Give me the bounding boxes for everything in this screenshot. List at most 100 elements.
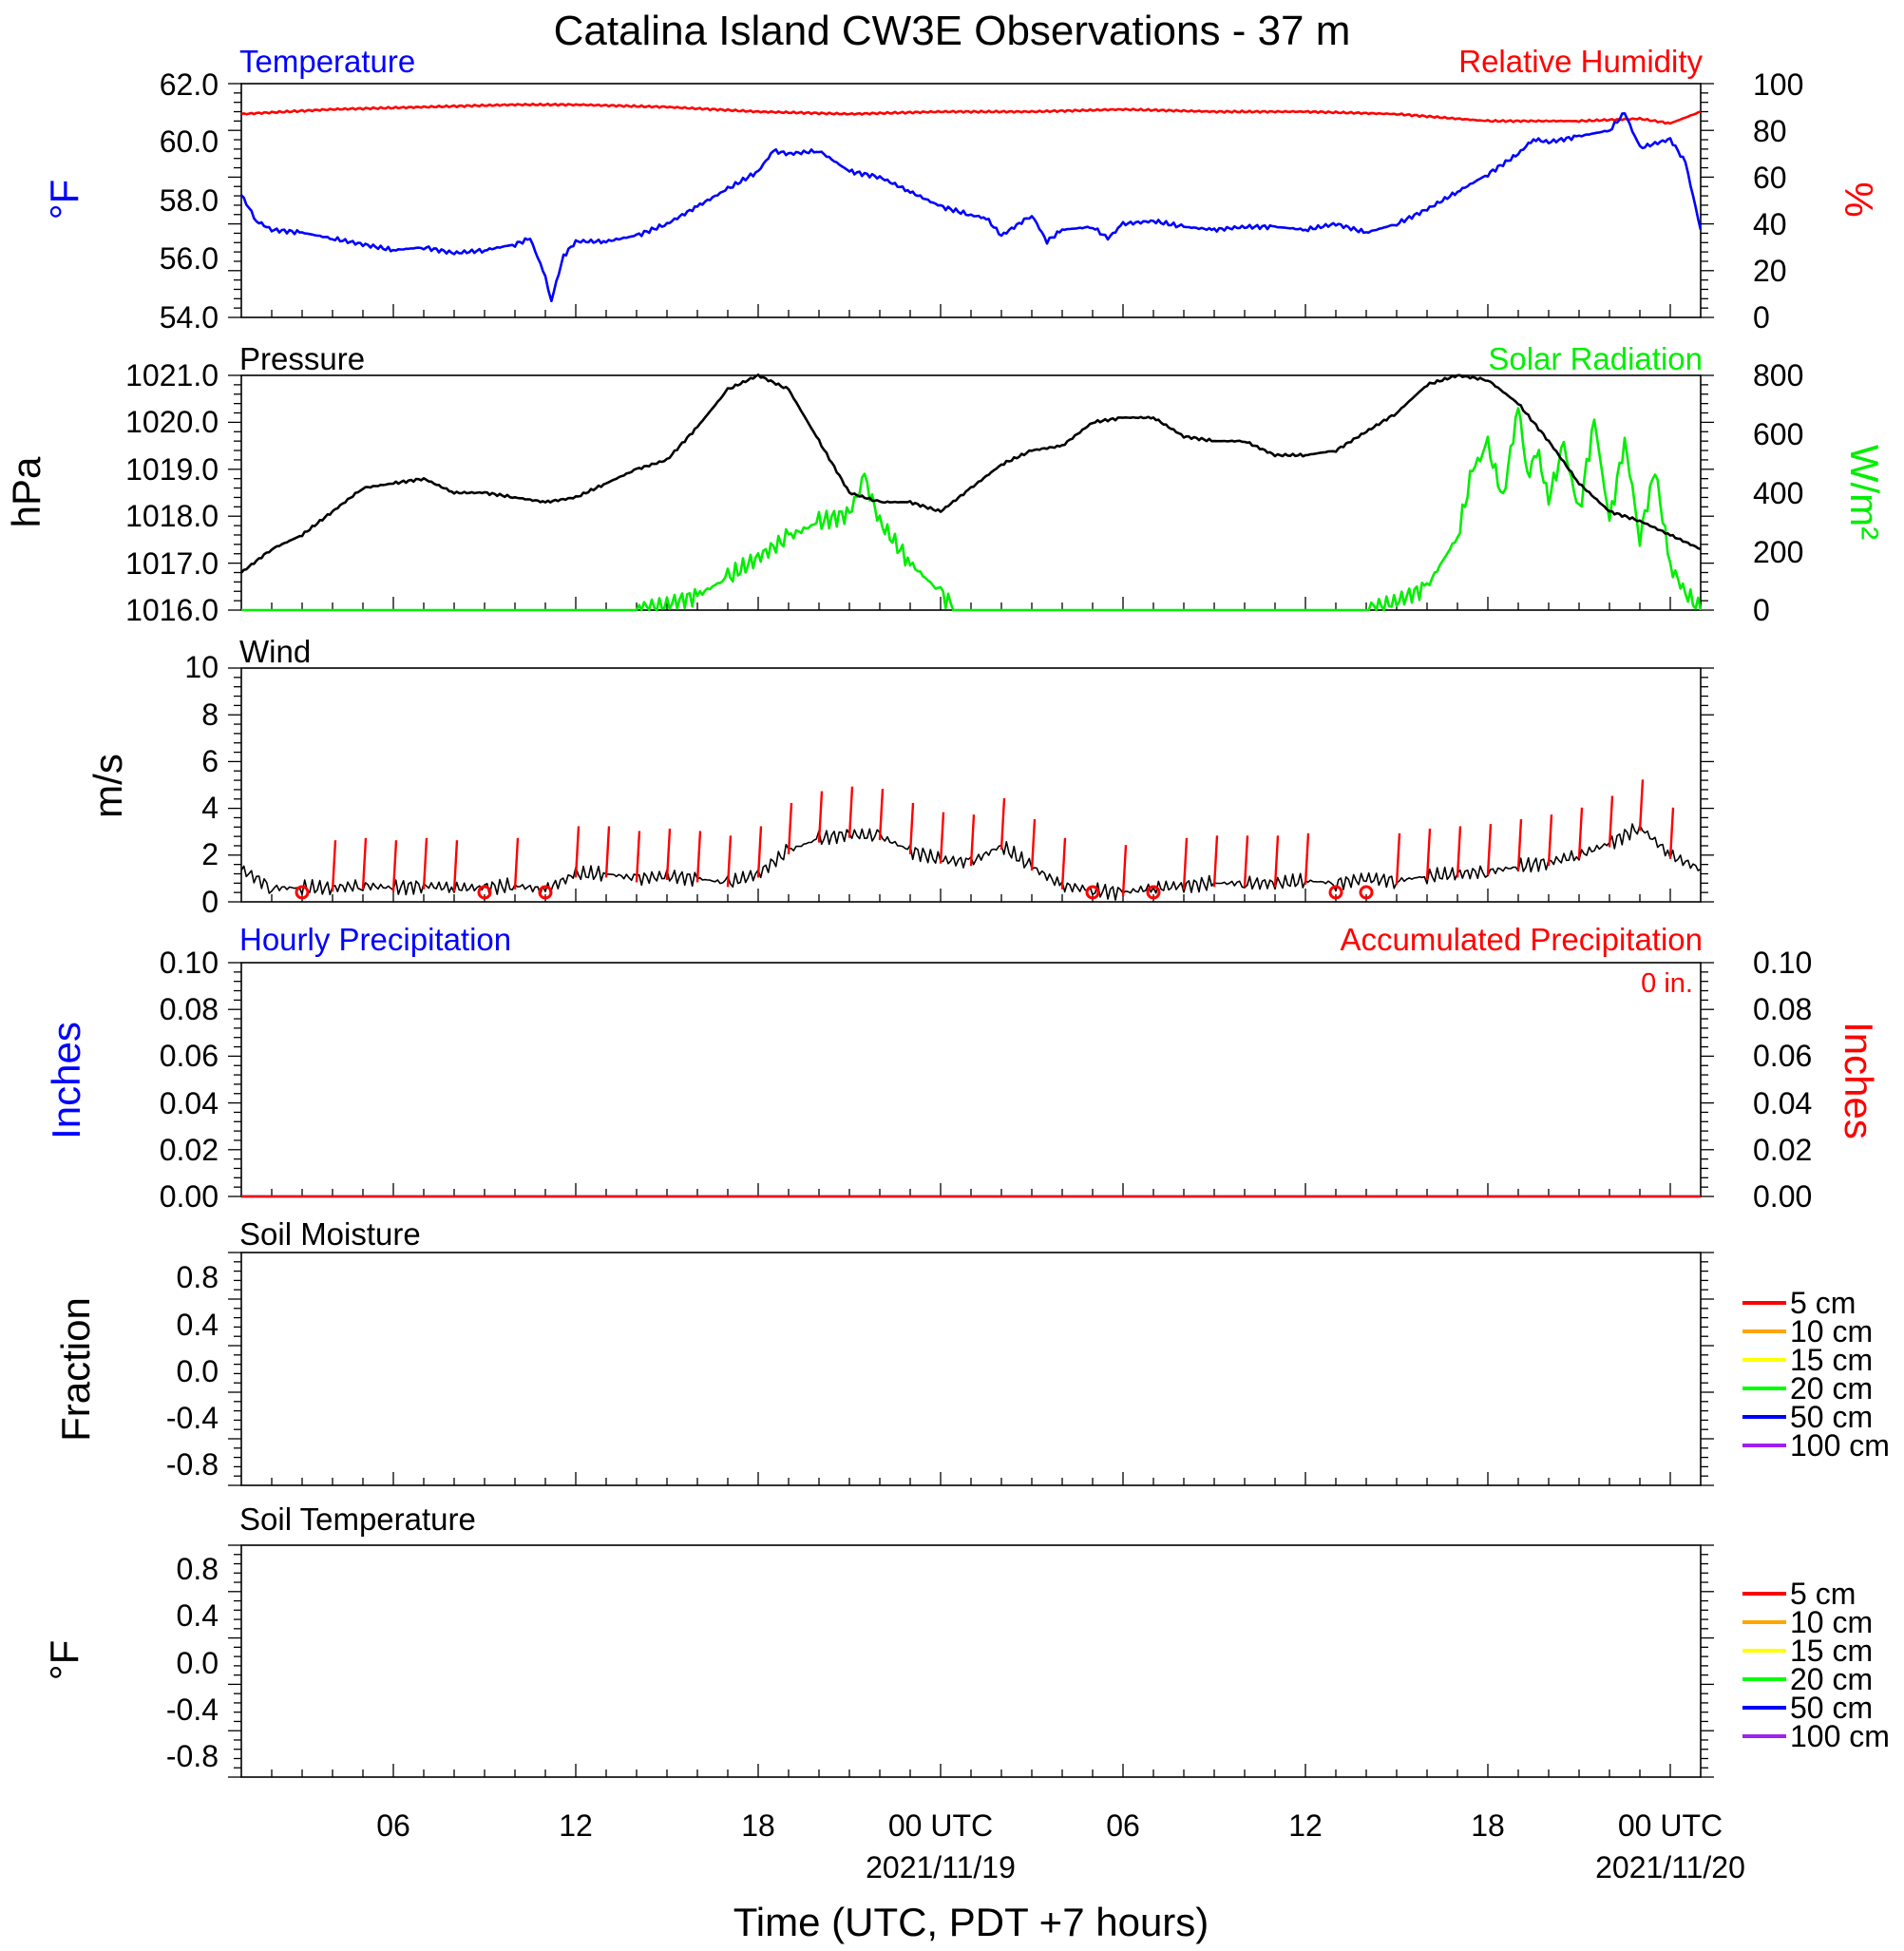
temperature-series-line xyxy=(240,112,1703,303)
panel-frame-wind xyxy=(240,667,1702,903)
wind-barb xyxy=(726,835,733,888)
humidity-tick-label: 80 xyxy=(1753,114,1787,148)
temperature-tick-label: 62.0 xyxy=(160,67,219,102)
accum-precip-unit: Inches xyxy=(1837,1022,1881,1139)
hourly-precip-tick-label: 0.08 xyxy=(160,992,219,1026)
hourly-precip-axis-ticks: 0.10 0.08 0.06 0.04 0.02 0.00 xyxy=(160,946,219,1214)
temperature-unit: °F xyxy=(42,180,86,220)
x-tick-label: 06 xyxy=(1106,1808,1140,1843)
pressure-series-line xyxy=(240,373,1702,574)
wind-barb xyxy=(1121,845,1128,897)
wind-barb xyxy=(1000,797,1006,851)
wind-barb xyxy=(1577,807,1584,859)
panel-pressure-solar: Pressure Solar Radiation hPa W/m² 1021.0… xyxy=(4,341,1887,627)
x-tick-label: 12 xyxy=(559,1808,593,1843)
x-tick-label: 18 xyxy=(741,1808,775,1843)
wind-barb xyxy=(1456,826,1462,878)
hourly-precip-tick-label: 0.10 xyxy=(160,946,219,980)
solar-tick-label: 600 xyxy=(1753,417,1803,451)
wind-barb xyxy=(939,812,945,864)
wind-unit: m/s xyxy=(86,754,130,818)
wind-barb xyxy=(1395,832,1401,885)
temperature-title: Temperature xyxy=(239,44,415,79)
wind-axis-ticks: 10 8 6 4 2 0 xyxy=(184,650,219,919)
solar-tick-label: 800 xyxy=(1753,358,1803,392)
soil-moisture-tick-label: 0.8 xyxy=(177,1260,219,1294)
hourly-precip-tick-label: 0.04 xyxy=(160,1086,219,1120)
soil-moisture-tick-label: -0.4 xyxy=(166,1401,219,1435)
wind-barb xyxy=(1516,819,1523,871)
panel-ticks-pressure_solar xyxy=(228,374,1714,611)
accum-precip-tick-label: 0.04 xyxy=(1753,1086,1812,1120)
legend-label-50cm: 50 cm xyxy=(1790,1400,1873,1434)
humidity-tick-label: 0 xyxy=(1753,300,1770,335)
panel-frame-soil_moisture xyxy=(240,1252,1702,1486)
wind-barb xyxy=(1030,819,1037,871)
accum-precip-title: Accumulated Precipitation xyxy=(1340,922,1703,957)
wind-barb xyxy=(1243,835,1249,888)
temperature-tick-label: 56.0 xyxy=(160,241,219,276)
humidity-tick-label: 60 xyxy=(1753,161,1787,195)
legend-label-20cm: 20 cm xyxy=(1790,1662,1873,1696)
legend-label-15cm: 15 cm xyxy=(1790,1634,1873,1668)
soil-temp-tick-label: -0.8 xyxy=(166,1739,219,1773)
panel-ticks-temp_rh xyxy=(228,83,1714,318)
wind-barb xyxy=(787,802,793,854)
wind-tick-label: 10 xyxy=(184,650,219,684)
soil-temp-tick-label: 0.8 xyxy=(177,1552,219,1586)
solar-axis-ticks: 800 600 400 200 0 xyxy=(1753,358,1803,627)
x-date-label: 2021/11/19 xyxy=(866,1850,1016,1884)
calm-wind-marker xyxy=(477,885,492,900)
accum-precip-tick-label: 0.00 xyxy=(1753,1179,1812,1214)
wind-barb xyxy=(1486,823,1493,876)
wind-barb xyxy=(1304,832,1310,885)
x-tick-label: 00 UTC xyxy=(1618,1808,1723,1843)
wind-barb xyxy=(1182,837,1189,889)
wind-barb xyxy=(604,826,611,878)
hourly-precip-unit: Inches xyxy=(44,1022,88,1139)
hourly-precip-tick-label: 0.02 xyxy=(160,1133,219,1167)
wind-barb xyxy=(1608,795,1614,848)
wind-barb xyxy=(695,831,702,883)
humidity-tick-label: 40 xyxy=(1753,207,1787,241)
wind-title: Wind xyxy=(239,634,311,669)
pressure-tick-label: 1018.0 xyxy=(125,499,219,533)
panel-ticks-soil_moisture xyxy=(228,1252,1714,1486)
soil-temp-tick-label: -0.4 xyxy=(166,1693,219,1727)
x-axis: 06 12 18 00 UTC 06 12 18 00 UTC 2021/11/… xyxy=(376,1808,1745,1944)
pressure-tick-label: 1020.0 xyxy=(125,405,219,439)
solar-series-line xyxy=(241,407,1703,612)
temperature-tick-label: 58.0 xyxy=(160,183,219,218)
pressure-tick-label: 1019.0 xyxy=(125,452,219,487)
calm-wind-marker xyxy=(1328,885,1343,900)
wind-barb xyxy=(1425,828,1432,881)
wind-barb xyxy=(635,831,641,883)
calm-wind-marker xyxy=(538,885,553,900)
wind-tick-label: 6 xyxy=(201,744,219,778)
soil-temp-tick-label: 0.4 xyxy=(177,1598,219,1633)
wind-barb xyxy=(969,814,976,867)
x-tick-label: 06 xyxy=(376,1808,410,1843)
legend-label-10cm: 10 cm xyxy=(1790,1605,1873,1639)
wind-barb xyxy=(422,837,428,889)
hourly-precip-tick-label: 0.06 xyxy=(160,1039,219,1073)
pressure-title: Pressure xyxy=(239,341,365,376)
wind-barb xyxy=(1273,835,1280,888)
panel-wind: Wind m/s 10 8 6 4 2 0 xyxy=(86,634,311,919)
solar-tick-label: 0 xyxy=(1753,593,1770,627)
wind-barb xyxy=(391,840,398,892)
wind-tick-label: 2 xyxy=(201,837,219,871)
x-axis-label: Time (UTC, PDT +7 hours) xyxy=(733,1900,1209,1944)
panel-frame-precip xyxy=(240,962,1702,1197)
accum-precip-tick-label: 0.10 xyxy=(1753,946,1812,980)
calm-wind-marker xyxy=(1359,885,1374,900)
temperature-tick-label: 60.0 xyxy=(160,124,219,159)
panel-frame-soil_temp xyxy=(240,1544,1702,1778)
panel-ticks-soil_temp xyxy=(228,1544,1714,1778)
soil-temp-axis-ticks: 0.8 0.4 0.0 -0.4 -0.8 xyxy=(166,1552,219,1773)
pressure-tick-label: 1017.0 xyxy=(125,546,219,581)
pressure-tick-label: 1016.0 xyxy=(125,593,219,627)
wind-barb xyxy=(452,840,459,892)
panel-precipitation: Hourly Precipitation Accumulated Precipi… xyxy=(44,922,1881,1214)
